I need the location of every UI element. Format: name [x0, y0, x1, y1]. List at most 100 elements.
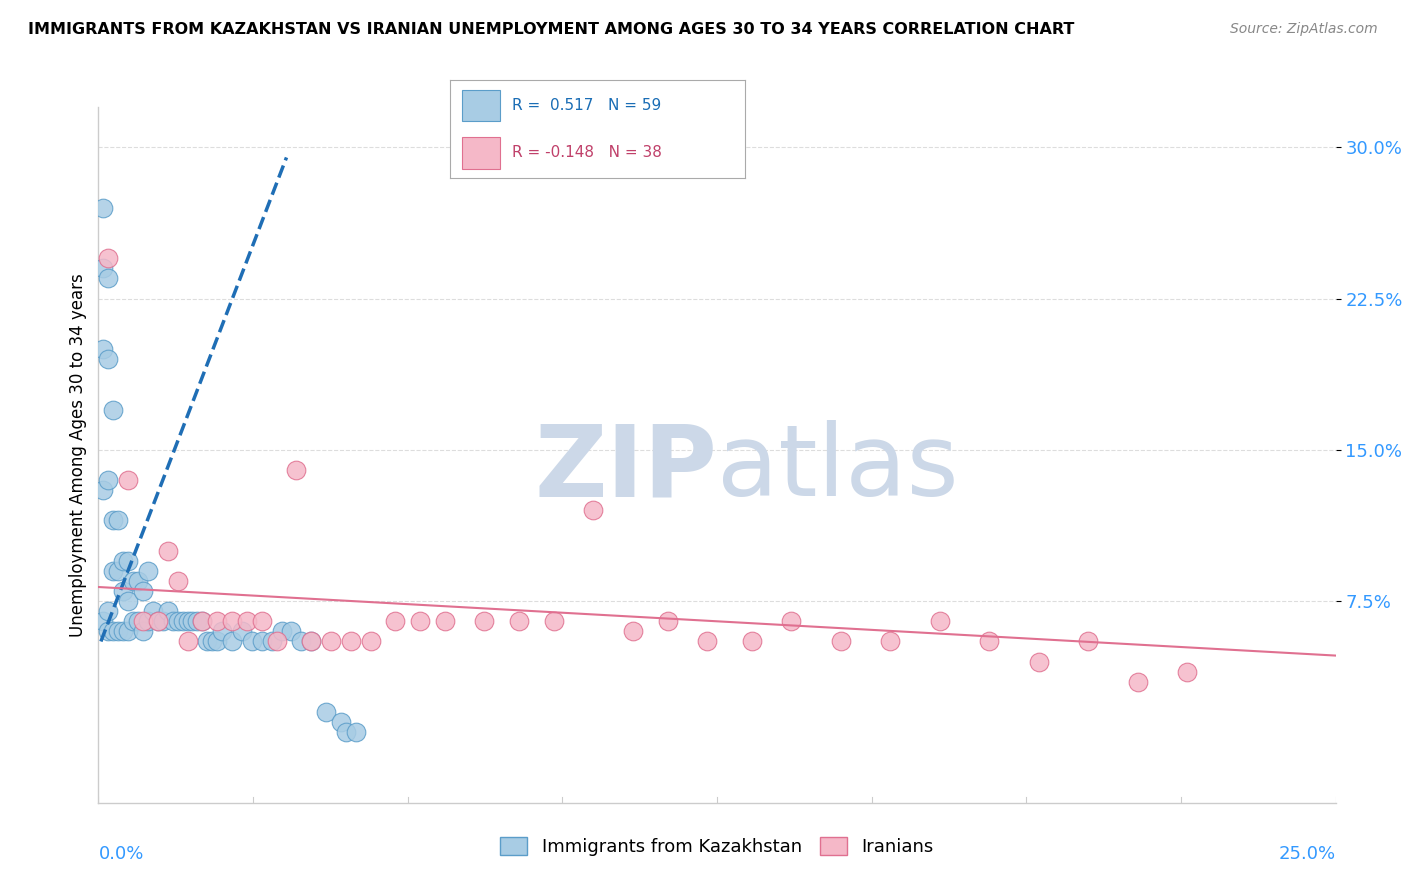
Point: [195, 634, 218, 648]
Point: [508, 615, 530, 629]
Point: [186, 615, 208, 629]
Point: [132, 615, 155, 629]
Legend: Immigrants from Kazakhstan, Iranians: Immigrants from Kazakhstan, Iranians: [494, 830, 941, 863]
Point: [136, 615, 159, 629]
Point: [127, 574, 149, 588]
Point: [93, 201, 115, 215]
Point: [103, 402, 125, 417]
Point: [97, 473, 120, 487]
Point: [1126, 674, 1149, 689]
Point: [270, 624, 292, 639]
Text: 25.0%: 25.0%: [1278, 845, 1336, 863]
Point: [93, 615, 115, 629]
Point: [315, 705, 337, 719]
Point: [780, 615, 803, 629]
Text: R =  0.517   N = 59: R = 0.517 N = 59: [512, 98, 661, 113]
Bar: [461, 90, 501, 121]
Point: [166, 615, 188, 629]
Point: [176, 634, 198, 648]
Point: [621, 624, 644, 639]
Point: [122, 615, 145, 629]
Point: [117, 473, 139, 487]
Point: [93, 342, 115, 356]
Text: ZIP: ZIP: [534, 420, 717, 517]
Point: [201, 634, 224, 648]
Point: [97, 624, 120, 639]
Point: [103, 564, 125, 578]
Point: [156, 543, 179, 558]
Point: [879, 634, 901, 648]
Point: [146, 615, 169, 629]
Point: [122, 574, 145, 588]
Point: [136, 564, 159, 578]
Point: [181, 615, 204, 629]
Point: [112, 624, 135, 639]
Point: [250, 615, 273, 629]
Point: [112, 584, 135, 599]
Point: [979, 634, 1001, 648]
Text: R = -0.148   N = 38: R = -0.148 N = 38: [512, 145, 662, 161]
Point: [231, 624, 253, 639]
Text: atlas: atlas: [717, 420, 959, 517]
Point: [117, 554, 139, 568]
Y-axis label: Unemployment Among Ages 30 to 34 years: Unemployment Among Ages 30 to 34 years: [69, 273, 87, 637]
Point: [93, 483, 115, 498]
Point: [103, 513, 125, 527]
Point: [107, 624, 129, 639]
Point: [299, 634, 322, 648]
Point: [107, 513, 129, 527]
Point: [290, 634, 312, 648]
Point: [335, 725, 357, 739]
Point: [127, 615, 149, 629]
Point: [93, 261, 115, 276]
Point: [741, 634, 763, 648]
Point: [152, 615, 174, 629]
Point: [211, 624, 233, 639]
Point: [191, 615, 214, 629]
Point: [433, 615, 456, 629]
Point: [176, 615, 198, 629]
Point: [340, 634, 363, 648]
Point: [117, 624, 139, 639]
Text: IMMIGRANTS FROM KAZAKHSTAN VS IRANIAN UNEMPLOYMENT AMONG AGES 30 TO 34 YEARS COR: IMMIGRANTS FROM KAZAKHSTAN VS IRANIAN UN…: [28, 22, 1074, 37]
Point: [319, 634, 342, 648]
Point: [97, 604, 120, 618]
Point: [280, 624, 302, 639]
Point: [582, 503, 605, 517]
Point: [166, 574, 188, 588]
Point: [142, 604, 165, 618]
Point: [117, 594, 139, 608]
Point: [384, 615, 406, 629]
Point: [266, 634, 288, 648]
Point: [205, 615, 228, 629]
Point: [205, 634, 228, 648]
Point: [191, 615, 214, 629]
Point: [240, 634, 263, 648]
Point: [657, 615, 679, 629]
Point: [1175, 665, 1198, 679]
Point: [221, 634, 243, 648]
Point: [250, 634, 273, 648]
Point: [543, 615, 565, 629]
Point: [112, 554, 135, 568]
Point: [329, 715, 352, 730]
Point: [299, 634, 322, 648]
Point: [97, 352, 120, 367]
Point: [1077, 634, 1099, 648]
Point: [360, 634, 382, 648]
Point: [107, 564, 129, 578]
Point: [260, 634, 283, 648]
Point: [146, 615, 169, 629]
Point: [162, 615, 184, 629]
Point: [1028, 655, 1050, 669]
Point: [97, 252, 120, 266]
Point: [474, 615, 496, 629]
Point: [172, 615, 194, 629]
Point: [156, 604, 179, 618]
Point: [103, 624, 125, 639]
Point: [344, 725, 367, 739]
Point: [696, 634, 718, 648]
Point: [409, 615, 432, 629]
Point: [97, 271, 120, 285]
Point: [132, 584, 155, 599]
